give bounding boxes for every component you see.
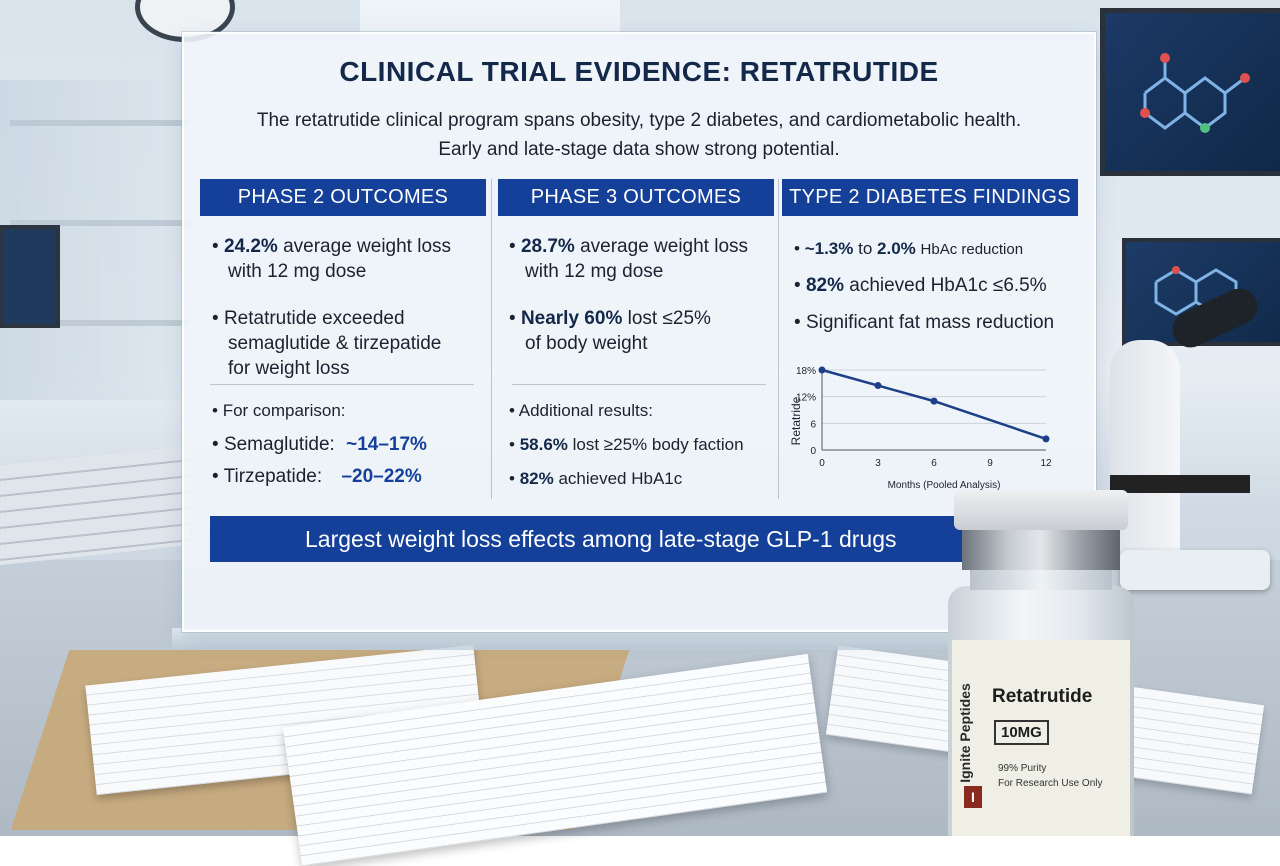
footer-banner: Largest weight loss effects among late-s… <box>210 516 980 562</box>
tirzepatide-label: Tirzepatide: <box>223 466 323 487</box>
phase3-header: PHASE 3 OUTCOMES <box>498 179 774 216</box>
vial-product-name: Retatrutide <box>992 686 1093 707</box>
column-divider <box>778 179 779 499</box>
left-shelf <box>0 80 200 400</box>
result2-text: achieved HbA1c <box>558 469 683 488</box>
microscope <box>1090 282 1270 590</box>
vial-purity: 99% Purity <box>998 763 1047 774</box>
phase2-bullet-2: • Retatrutide exceeded semaglutide & tir… <box>212 308 442 379</box>
comparison-label: For comparison: <box>222 401 346 420</box>
phase3-result-2: • 82% achieved HbA1c <box>509 469 683 488</box>
binder-stack <box>0 445 190 565</box>
phase2-b2-line3: for weight loss <box>228 358 350 379</box>
evidence-panel: CLINICAL TRIAL EVIDENCE: RETATRUTIDE The… <box>182 32 1096 632</box>
phase3-divider <box>512 384 766 385</box>
chart-ytick-label: 18% <box>796 366 816 377</box>
t2d-finding-1: • ~1.3% to 2.0% HbAc reduction <box>794 239 1024 258</box>
additional-label: Additional results: <box>518 401 653 420</box>
left-monitor <box>0 225 60 328</box>
microscope-stage <box>1110 475 1250 493</box>
t2d-f2-value: 82% <box>805 275 844 296</box>
vial-use: For Research Use Only <box>998 778 1103 789</box>
chart-xtick-label: 9 <box>987 458 993 469</box>
tirzepatide-row: • Tirzepatide: –20–22% <box>212 466 422 487</box>
series-line <box>821 368 1047 441</box>
intro-line-1: The retatrutide clinical program spans o… <box>256 110 1022 131</box>
panel-stand <box>172 628 1102 650</box>
phase2-divider <box>210 384 474 385</box>
phase2-b1-text1: average weight loss <box>283 236 452 257</box>
t2d-f3-text: Significant fat mass reduction <box>805 312 1055 333</box>
chart-ylabel: Retatride <box>789 396 803 445</box>
microscope-base <box>1120 550 1270 590</box>
t2d-f1-text: HbAc reduction <box>920 241 1024 258</box>
phase2-comparison: • For comparison: <box>212 401 346 420</box>
product-vial: Ignite Peptides I Retatrutide 10MG 99% P… <box>948 490 1134 836</box>
chart-xlabel: Months (Pooled Analysis) <box>888 480 1001 491</box>
chart-data-point <box>930 397 938 405</box>
panel-title: CLINICAL TRIAL EVIDENCE: RETATRUTIDE <box>339 56 939 87</box>
result2-value: 82% <box>519 469 554 488</box>
t2d-f1-value: ~1.3% <box>804 239 854 258</box>
phase3-additional: • Additional results: <box>509 401 653 420</box>
shelf-board <box>10 120 190 126</box>
tirzepatide-value: –20–22% <box>341 466 422 487</box>
t2d-finding-3: • Significant fat mass reduction <box>794 312 1055 333</box>
semaglutide-value: ~14–17% <box>346 434 427 455</box>
phase2-b2-line1: Retatrutide exceeded <box>223 308 405 329</box>
chart-xtick-label: 3 <box>875 458 881 469</box>
result1-value: 58.6% <box>519 435 568 454</box>
semaglutide-label: Semaglutide: <box>223 434 335 455</box>
t2d-header: TYPE 2 DIABETES FINDINGS <box>782 179 1078 216</box>
column-divider <box>491 179 492 499</box>
vial-crimp <box>962 526 1120 570</box>
weight-loss-chart: 18% 12% 6 0 0 3 6 9 12 Retatride Months (Pooled… <box>789 366 1052 491</box>
t2d-finding-2: • 82% achieved HbA1c ≤6.5% <box>794 275 1047 296</box>
t2d-f1-mid: to <box>858 239 873 258</box>
chart-data-point <box>818 366 826 374</box>
chart-xtick-label: 0 <box>819 458 825 469</box>
phase2-b1-text2: with 12 mg dose <box>228 261 367 282</box>
phase2-b2-line2: semaglutide & tirzepatide <box>228 333 442 354</box>
phase3-b2-value: Nearly 60% <box>520 308 623 329</box>
phase3-b1-text2: with 12 mg dose <box>525 261 664 282</box>
molecule-monitor <box>1100 8 1280 176</box>
chart-data-point <box>874 382 882 390</box>
phase3-b1-text1: average weight loss <box>580 236 749 257</box>
panel-intro: The retatrutide clinical program spans o… <box>184 106 1094 164</box>
chart-data-point <box>1042 435 1050 443</box>
chart-xtick-label: 12 <box>1040 458 1052 469</box>
phase2-b1-value: 24.2% <box>223 236 278 257</box>
intro-line-2: Early and late-stage data show strong po… <box>438 139 840 160</box>
result1-text: lost ≥25% body faction <box>572 435 744 454</box>
vial-cap <box>954 490 1128 530</box>
shelf-board <box>10 320 190 326</box>
vial-dose: 10MG <box>994 720 1049 745</box>
phase3-b2-text1: lost ≤25% <box>627 308 711 329</box>
phase3-bullet-1: • 28.7% average weight loss with 12 mg d… <box>509 236 749 282</box>
chart-ytick-label: 6 <box>810 419 816 430</box>
phase3-b1-value: 28.7% <box>520 236 575 257</box>
semaglutide-row: • Semaglutide: ~14–17% <box>212 434 427 455</box>
t2d-f2-text: achieved HbA1c ≤6.5% <box>849 275 1047 296</box>
phase2-bullet-1: • 24.2% average weight loss with 12 mg d… <box>212 236 452 282</box>
phase3-b2-text2: of body weight <box>525 333 648 354</box>
t2d-f1-value2: 2.0% <box>877 239 916 258</box>
phase2-header: PHASE 2 OUTCOMES <box>200 179 486 216</box>
phase3-bullet-2: • Nearly 60% lost ≤25% of body weight <box>509 308 711 354</box>
vial-label: Ignite Peptides I Retatrutide 10MG 99% P… <box>952 640 1130 836</box>
chart-ytick-label: 0 <box>810 446 816 457</box>
shelf-board <box>10 220 190 226</box>
phase3-result-1: • 58.6% lost ≥25% body faction <box>509 435 744 454</box>
chart-xtick-label: 6 <box>931 458 937 469</box>
vial-neck <box>970 570 1112 590</box>
brand-logo-icon: I <box>964 786 982 808</box>
molecule-icon <box>1140 53 1250 133</box>
chart-ytick-label: 12% <box>796 393 816 404</box>
